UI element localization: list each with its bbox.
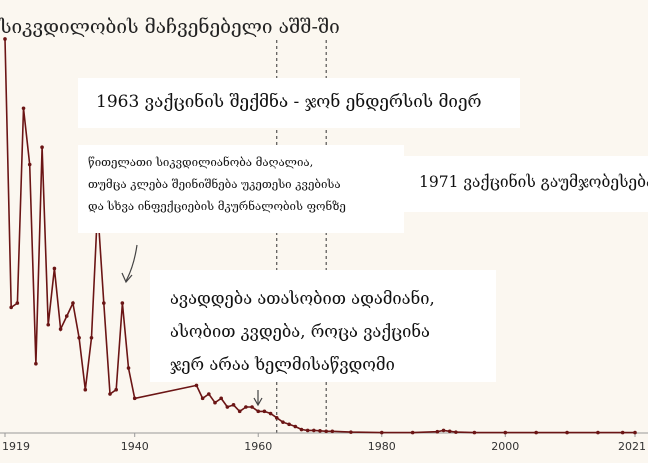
data-point (16, 301, 20, 305)
chart-title: სიკვდილობის მაჩვენებელი აშშ-ში (0, 16, 340, 38)
data-point (121, 301, 125, 305)
data-point (306, 429, 310, 433)
annotation-cases-before-vaccine: ავადდება ათასობით ადამიანი, ასობით კვდებ… (150, 270, 496, 382)
data-point (108, 392, 112, 396)
data-point (331, 429, 335, 433)
data-point (411, 431, 415, 435)
data-point (77, 336, 81, 340)
data-point (195, 384, 199, 388)
data-point (40, 145, 44, 149)
data-point (244, 405, 248, 409)
data-point (90, 336, 94, 340)
data-point (473, 431, 477, 435)
data-point (269, 412, 273, 416)
x-tick-label: 1980 (368, 440, 396, 453)
data-point (287, 423, 291, 427)
data-point (621, 431, 625, 435)
data-point (238, 410, 242, 414)
annotation-line: თუმცა კლება შეინიშნება უკეთესი კვებისა (88, 173, 404, 195)
data-point (349, 430, 353, 434)
data-point (46, 323, 50, 327)
data-point (448, 429, 452, 433)
data-point (318, 429, 322, 433)
x-tick-label: 2021 (618, 440, 646, 453)
x-axis-ticks: 1919 1940 1960 1980 2000 2021 (2, 433, 646, 453)
data-point (300, 428, 304, 432)
data-point (454, 430, 458, 434)
data-point (53, 267, 57, 271)
data-point (565, 431, 569, 435)
data-point (436, 430, 440, 434)
data-point (201, 397, 205, 401)
data-point (59, 327, 63, 331)
data-point (133, 397, 137, 401)
data-point (65, 314, 69, 318)
data-point (219, 397, 223, 401)
data-point (226, 405, 230, 409)
data-point (232, 403, 236, 407)
data-point (22, 106, 26, 110)
annotation-line: ავადდება ათასობით ადამიანი, (170, 282, 496, 315)
x-tick-label: 2000 (491, 440, 519, 453)
x-tick-label: 1919 (2, 440, 30, 453)
data-point (28, 163, 32, 167)
annotation-vaccine-1971: 1971 ვაქცინის გაუმჯობესება (400, 156, 648, 212)
annotation-line: წითელათი სიკვდილიანობა მაღალია, (88, 151, 404, 173)
data-point (83, 388, 87, 392)
data-point (263, 410, 267, 414)
data-point (213, 401, 217, 405)
data-point (534, 431, 538, 435)
data-point (312, 429, 316, 433)
x-tick-label: 1940 (121, 440, 149, 453)
data-point (503, 431, 507, 435)
data-point (34, 362, 38, 366)
data-point (380, 431, 384, 435)
data-point (633, 431, 637, 435)
data-point (127, 366, 131, 370)
data-point (293, 425, 297, 429)
data-point (324, 429, 328, 433)
data-point (71, 301, 75, 305)
data-point (9, 306, 13, 310)
arrow-measles-head (122, 273, 132, 282)
data-point (207, 392, 211, 396)
annotation-line: და სხვა ინფექციების მკურნალობის ფონზე (88, 195, 404, 217)
data-point (442, 429, 446, 433)
data-point (275, 416, 279, 420)
x-tick-label: 1960 (244, 440, 272, 453)
annotation-mortality-decline: წითელათი სიკვდილიანობა მაღალია, თუმცა კლ… (78, 145, 404, 233)
annotation-line: ჯერ არაა ხელმისაწვდომი (170, 348, 496, 381)
data-point (256, 410, 260, 414)
data-point (281, 420, 285, 424)
data-point (250, 405, 254, 409)
annotation-line: ასობით კვდება, როცა ვაქცინა (170, 315, 496, 348)
data-point (114, 388, 118, 392)
data-point (102, 301, 106, 305)
annotation-vaccine-1963: 1963 ვაქცინის შექმნა - ჯონ ენდერსის მიერ (78, 78, 520, 128)
data-point (596, 431, 600, 435)
